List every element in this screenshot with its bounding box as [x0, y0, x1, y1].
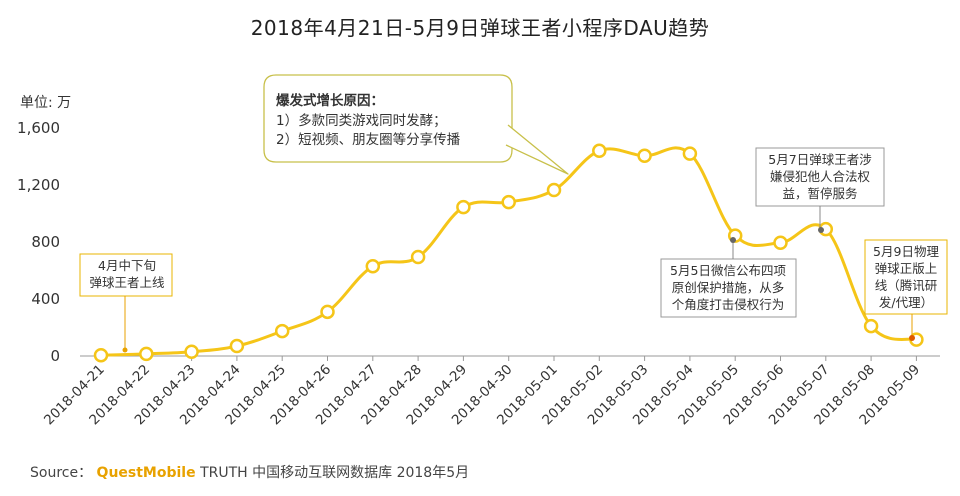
source-suffix: TRUTH 中国移动互联网数据库 2018年5月 [200, 465, 470, 481]
data-point [274, 323, 290, 339]
data-point [229, 338, 245, 354]
growth-callout-mask [505, 126, 510, 144]
growth-callout-line2: 2）短视频、朋友圈等分享传播 [276, 132, 461, 149]
suspend-callout-dot [818, 227, 824, 233]
data-point [320, 304, 335, 320]
data-point [863, 318, 879, 334]
growth-callout-line1: 1）多款同类游戏同时发酵； [276, 112, 447, 129]
data-point [93, 348, 109, 363]
relaunch-callout-dot [909, 335, 915, 341]
growth-callout-title: 爆发式增长原因： [276, 93, 384, 109]
launch-callout-box [79, 253, 173, 297]
suspend-callout-box [755, 147, 885, 207]
unit-label: 单位: 万 [20, 95, 72, 111]
y-tick-label: 400 [31, 290, 60, 308]
relaunch-callout-text: 5月9日物理 弹球正版上 线（腾讯研 发/代理） [873, 244, 939, 310]
y-tick-label: 0 [50, 347, 60, 365]
data-point [139, 346, 154, 362]
source-prefix: Source： [30, 465, 93, 481]
wechat-callout-box [660, 258, 797, 318]
y-tick-label: 1,200 [17, 176, 60, 194]
data-point [773, 235, 788, 250]
data-point [184, 344, 199, 359]
data-point [592, 143, 607, 159]
chart-title: 2018年4月21日-5月9日弹球王者小程序DAU趋势 [250, 16, 710, 40]
launch-callout-text: 4月中下旬 弹球王者上线 [89, 258, 165, 290]
source-line: Source： QuestMobile TRUTH 中国移动互联网数据库 201… [30, 462, 469, 482]
data-point [456, 199, 471, 215]
data-point [501, 194, 516, 210]
data-point [637, 148, 652, 164]
data-point [682, 146, 698, 161]
data-point [365, 258, 381, 274]
data-point [546, 182, 562, 198]
suspend-callout-text: 5月7日弹球王者涉 嫌侵犯他人合法权 益，暂停服务 [768, 152, 872, 201]
data-point [410, 249, 426, 265]
relaunch-callout-box [864, 239, 948, 315]
y-tick-label: 800 [31, 233, 60, 251]
growth-callout-text: 爆发式增长原因： 1）多款同类游戏同时发酵； 2）短视频、朋友圈等分享传播 [276, 92, 460, 151]
wechat-callout-dot [730, 237, 736, 243]
y-tick-label: 1,600 [17, 119, 60, 137]
wechat-callout-text: 5月5日微信公布四项 原创保护措施，从多 个角度打击侵权行为 [670, 263, 786, 312]
growth-callout-pointer [505, 124, 569, 175]
source-brand: QuestMobile [96, 465, 196, 481]
launch-callout-dot [122, 347, 128, 353]
growth-callout-bubble [263, 74, 513, 163]
